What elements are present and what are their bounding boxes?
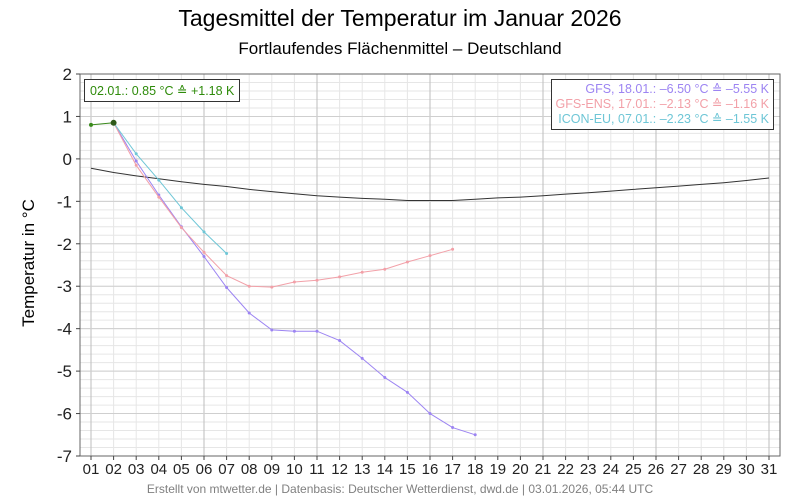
x-tick-label: 19: [489, 461, 506, 478]
data-point-icon: [134, 152, 138, 156]
x-tick-label: 01: [83, 461, 100, 478]
x-tick-label: 26: [648, 461, 665, 478]
legend-item-icon-eu: ICON-EU, 07.01.: –2.23 °C ≙ –1.55 K: [558, 112, 769, 126]
data-point-gfs: [247, 311, 251, 315]
data-point-icon: [225, 252, 229, 256]
x-tick-label: 21: [535, 461, 552, 478]
y-tick-label: -3: [57, 277, 72, 296]
chart-title: Tagesmittel der Temperatur im Januar 202…: [178, 5, 622, 31]
y-tick-label: 2: [63, 65, 72, 84]
x-tick-label: 28: [693, 461, 710, 478]
x-tick-label: 24: [602, 461, 619, 478]
x-tick-label: 05: [173, 461, 190, 478]
x-tick-label: 12: [331, 461, 348, 478]
series-line-icon: [113, 122, 227, 254]
y-tick-label: -1: [57, 192, 72, 211]
latest-observed-point: [110, 119, 117, 126]
data-point-icon: [157, 178, 161, 182]
data-point-gfsens: [270, 285, 274, 289]
x-tick-label: 03: [128, 461, 145, 478]
x-tick-label: 15: [399, 461, 416, 478]
x-tick-label: 31: [761, 461, 778, 478]
y-tick-label: -7: [57, 447, 72, 466]
data-point-gfsens: [179, 226, 183, 230]
x-tick-label: 25: [625, 461, 642, 478]
data-point-gfs: [473, 433, 477, 437]
x-tick-label: 17: [444, 461, 461, 478]
x-tick-label: 06: [196, 461, 213, 478]
x-tick-label: 16: [422, 461, 439, 478]
data-point-gfs: [338, 339, 342, 343]
data-point-gfsens: [315, 278, 319, 282]
x-tick-label: 08: [241, 461, 258, 478]
data-point-gfs: [451, 426, 455, 430]
x-tick-label: 11: [309, 461, 325, 478]
x-tick-label: 29: [715, 461, 732, 478]
legend-item-gfs-ens: GFS-ENS, 17.01.: –2.13 °C ≙ –1.16 K: [555, 97, 770, 111]
x-tick-label: 20: [512, 461, 529, 478]
data-point-gfsens: [360, 270, 364, 274]
series-line-climate: [90, 167, 770, 201]
series-line-observed: [90, 122, 114, 126]
data-point-gfsens: [405, 260, 409, 264]
data-point-gfs: [405, 390, 409, 394]
x-tick-label: 10: [286, 461, 303, 478]
y-tick-label: 1: [63, 107, 72, 126]
data-point-gfs: [270, 328, 274, 332]
data-point-gfsens: [134, 163, 138, 167]
data-point-gfs: [315, 329, 319, 333]
x-tick-label: 27: [670, 461, 687, 478]
legend-item-gfs: GFS, 18.01.: –6.50 °C ≙ –5.55 K: [585, 82, 769, 96]
data-point-icon: [179, 206, 183, 210]
x-tick-label: 18: [467, 461, 484, 478]
y-tick-label: -5: [57, 362, 72, 381]
data-point-gfs: [360, 356, 364, 360]
x-tick-label: 23: [580, 461, 597, 478]
x-tick-label: 04: [150, 461, 167, 478]
series-line-gfsens: [113, 122, 453, 288]
data-point-gfsens: [157, 195, 161, 199]
x-tick-label: 13: [354, 461, 371, 478]
data-point-gfs: [225, 285, 229, 289]
data-point-gfsens: [383, 267, 387, 271]
data-point-gfs: [134, 159, 138, 163]
y-tick-label: -2: [57, 235, 72, 254]
data-point-gfsens: [292, 280, 296, 284]
y-tick-label: -6: [57, 405, 72, 424]
data-point-icon: [202, 230, 206, 234]
legend-forecasts: GFS, 18.01.: –6.50 °C ≙ –5.55 K GFS-ENS,…: [550, 79, 774, 130]
x-tick-label: 09: [263, 461, 280, 478]
x-tick-label: 30: [738, 461, 755, 478]
chart-subtitle: Fortlaufendes Flächenmittel – Deutschlan…: [238, 39, 562, 58]
x-tick-label: 02: [105, 461, 122, 478]
x-tick-label: 14: [376, 461, 393, 478]
data-point-gfsens: [451, 247, 455, 251]
y-tick-label: -4: [57, 320, 72, 339]
data-point-gfsens: [247, 284, 251, 288]
data-point-gfsens: [428, 254, 432, 258]
footer-credits: Erstellt von mtwetter.de | Datenbasis: D…: [146, 482, 654, 496]
data-point-gfs: [292, 329, 296, 333]
data-point-gfs: [428, 412, 432, 416]
y-tick-label: 0: [63, 150, 72, 169]
data-point-observed: [89, 122, 93, 127]
legend-observed: 02.01.: 0.85 °C ≙ +1.18 K: [84, 79, 241, 102]
x-tick-label: 07: [218, 461, 235, 478]
data-point-gfs: [202, 255, 206, 259]
x-tick-label: 22: [557, 461, 574, 478]
data-point-gfs: [383, 375, 387, 379]
data-point-gfsens: [225, 274, 229, 278]
data-point-gfsens: [202, 250, 206, 254]
data-point-gfsens: [338, 275, 342, 279]
